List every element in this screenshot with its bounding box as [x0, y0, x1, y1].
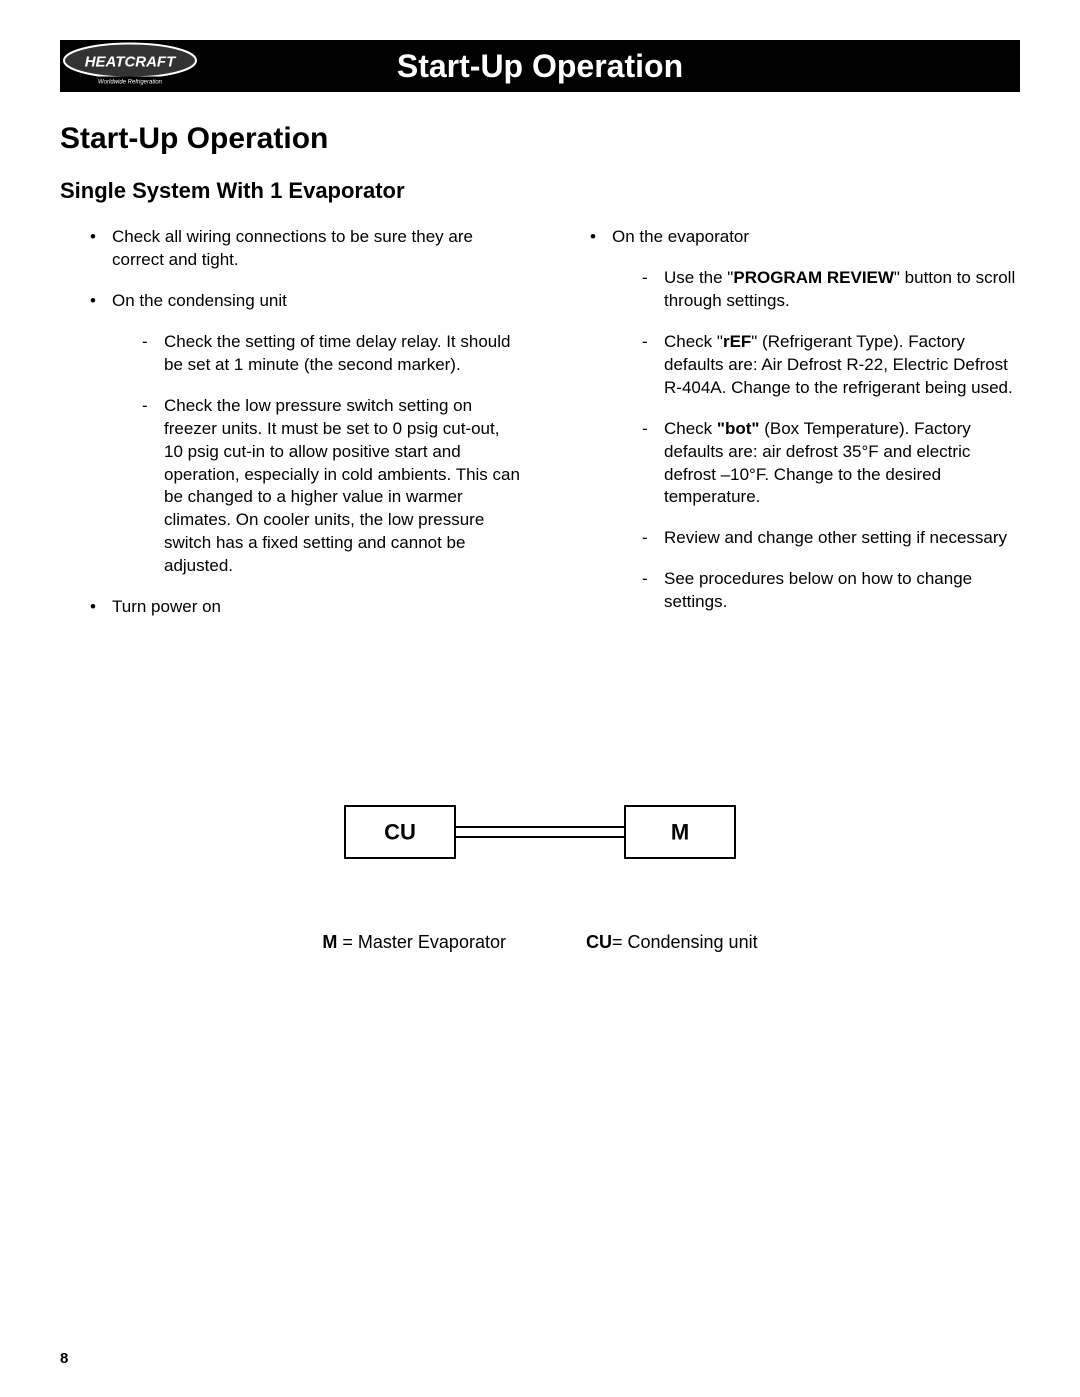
- legend-key: M: [322, 932, 337, 952]
- legend-item-m: M = Master Evaporator: [322, 932, 506, 953]
- bold-text: PROGRAM REVIEW: [733, 268, 894, 287]
- sublist-item: Check "bot" (Box Temperature). Factory d…: [642, 418, 1020, 510]
- brand-logo: HEATCRAFT Worldwide Refrigeration: [60, 41, 200, 92]
- sublist-item: See procedures below on how to change se…: [642, 568, 1020, 614]
- page-title: Start-Up Operation: [60, 122, 1020, 156]
- list-item-text: On the condensing unit: [112, 291, 287, 310]
- list-item: On the evaporator Use the "PROGRAM REVIE…: [590, 226, 1020, 614]
- sublist-item: Review and change other setting if neces…: [642, 527, 1020, 550]
- content-columns: Check all wiring connections to be sure …: [60, 226, 1020, 637]
- header-bar: HEATCRAFT Worldwide Refrigeration Start-…: [60, 40, 1020, 92]
- right-column: On the evaporator Use the "PROGRAM REVIE…: [560, 226, 1020, 637]
- text-fragment: Check: [664, 419, 717, 438]
- list-item: On the condensing unit Check the setting…: [90, 290, 520, 578]
- sublist-item: Check the setting of time delay relay. I…: [142, 331, 520, 377]
- bold-text: "bot": [717, 419, 760, 438]
- section-heading: Single System With 1 Evaporator: [60, 178, 1020, 204]
- sublist-item: Check "rEF" (Refrigerant Type). Factory …: [642, 331, 1020, 400]
- diagram-area: CUM M = Master Evaporator CU= Condensing…: [60, 797, 1020, 953]
- legend-value: Master Evaporator: [358, 932, 506, 952]
- header-title: Start-Up Operation: [60, 48, 1020, 85]
- system-diagram: CU M: [340, 797, 740, 872]
- legend-value: Condensing unit: [627, 932, 757, 952]
- page-number: 8: [60, 1350, 68, 1367]
- diagram-legend: M = Master Evaporator CU= Condensing uni…: [60, 932, 1020, 953]
- bold-text: rEF: [723, 332, 751, 351]
- sublist-item: Use the "PROGRAM REVIEW" button to scrol…: [642, 267, 1020, 313]
- list-item-text: On the evaporator: [612, 227, 749, 246]
- list-item: Turn power on: [90, 596, 520, 619]
- sublist-item: Check the low pressure switch setting on…: [142, 395, 520, 579]
- text-fragment: Use the ": [664, 268, 733, 287]
- list-item: Check all wiring connections to be sure …: [90, 226, 520, 272]
- legend-sep: =: [612, 932, 628, 952]
- text-fragment: Check ": [664, 332, 723, 351]
- brand-subtext: Worldwide Refrigeration: [98, 80, 163, 86]
- svg-text:CU: CU: [384, 820, 416, 845]
- brand-text: HEATCRAFT: [85, 54, 177, 71]
- legend-sep: =: [337, 932, 358, 952]
- svg-text:M: M: [671, 820, 689, 845]
- left-column: Check all wiring connections to be sure …: [60, 226, 520, 637]
- legend-key: CU: [586, 932, 612, 952]
- legend-item-cu: CU= Condensing unit: [586, 932, 758, 953]
